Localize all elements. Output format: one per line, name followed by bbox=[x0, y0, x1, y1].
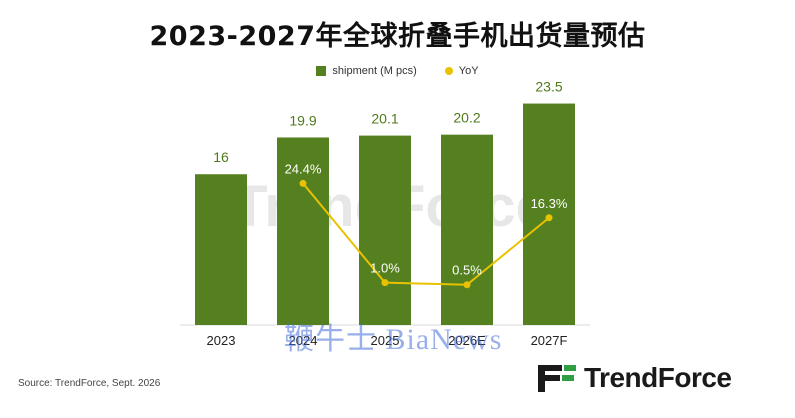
legend-swatch-shipment bbox=[316, 66, 327, 76]
brand-logo: TrendForce bbox=[538, 362, 732, 394]
bar-value-label-2027f: 23.5 bbox=[535, 79, 562, 95]
bar-value-label-2026e: 20.2 bbox=[453, 110, 480, 126]
x-tick-label-2026e: 2026E bbox=[448, 333, 486, 348]
x-tick-label-2023: 2023 bbox=[207, 333, 236, 348]
x-tick-label-2025: 2025 bbox=[371, 333, 400, 348]
x-tick-label-2027f: 2027F bbox=[531, 333, 568, 348]
yoy-label-2024: 24.4% bbox=[285, 161, 322, 176]
yoy-point-2026e bbox=[463, 281, 471, 289]
legend-label-yoy: YoY bbox=[458, 65, 479, 77]
legend-marker-yoy bbox=[444, 67, 453, 75]
yoy-label-2027f: 16.3% bbox=[531, 196, 568, 211]
yoy-label-2025: 1.0% bbox=[370, 261, 400, 276]
bar-2025 bbox=[359, 135, 411, 325]
legend-label-shipment: shipment (M pcs) bbox=[332, 65, 417, 77]
bar-value-label-2025: 20.1 bbox=[371, 111, 398, 127]
chart-title: 2023-2027年全球折叠手机出货量预估 bbox=[149, 21, 646, 52]
x-tick-label-2024: 2024 bbox=[289, 333, 318, 348]
yoy-point-2024 bbox=[299, 179, 307, 187]
yoy-line bbox=[302, 182, 550, 286]
legend-item-shipment: shipment (M pcs) bbox=[316, 65, 417, 77]
bar-2026e bbox=[441, 134, 493, 325]
overlay-watermark: 鞭牛士 BiaNews bbox=[284, 323, 503, 356]
bar-2023 bbox=[195, 174, 247, 325]
bar-2024 bbox=[277, 137, 329, 325]
brand-name: TrendForce bbox=[584, 362, 732, 393]
bar-value-label-2023: 16 bbox=[213, 149, 229, 165]
legend-item-yoy: YoY bbox=[444, 65, 479, 77]
bar-value-label-2024: 19.9 bbox=[289, 112, 316, 128]
trendforce-logo-icon bbox=[538, 365, 576, 392]
yoy-label-2026e: 0.5% bbox=[452, 263, 482, 278]
source-note: Source: TrendForce, Sept. 2026 bbox=[18, 378, 161, 389]
yoy-point-2027f bbox=[545, 214, 553, 222]
yoy-point-2025 bbox=[381, 279, 389, 287]
legend: shipment (M pcs) YoY bbox=[0, 63, 795, 79]
